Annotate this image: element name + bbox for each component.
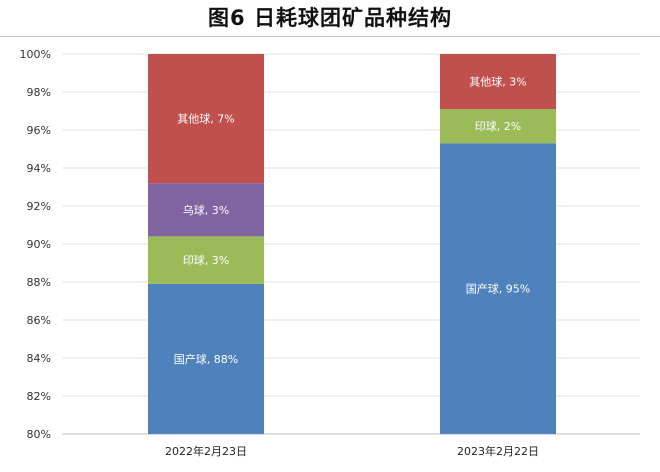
chart-title: 图6 日耗球团矿品种结构 — [208, 6, 452, 30]
title-divider — [0, 36, 660, 37]
data-label: 国产球, 95% — [466, 282, 530, 296]
y-tick-label: 86% — [27, 314, 51, 327]
y-tick-label: 90% — [27, 238, 51, 251]
y-tick-label: 96% — [27, 124, 51, 137]
bar-segment — [148, 183, 264, 237]
bar-segment — [148, 283, 264, 434]
data-label: 其他球, 7% — [177, 112, 234, 126]
y-tick-label: 92% — [27, 200, 51, 213]
bar-segment — [440, 109, 556, 144]
data-label: 国产球, 88% — [174, 352, 238, 366]
y-tick-label: 94% — [27, 162, 51, 175]
y-tick-label: 98% — [27, 86, 51, 99]
data-label: 其他球, 3% — [469, 75, 526, 89]
data-label: 乌球, 3% — [183, 203, 229, 217]
x-category-label: 2022年2月23日 — [165, 444, 247, 458]
y-tick-label: 80% — [27, 428, 51, 441]
x-category-label: 2023年2月22日 — [457, 444, 539, 458]
bar-segment — [440, 54, 556, 110]
data-label: 印球, 3% — [183, 253, 229, 267]
y-tick-label: 88% — [27, 276, 51, 289]
y-axis-ticks: 80% 82% 84% 86% 88% 90% 92% 94% 96% 98% 100% — [20, 48, 51, 441]
data-label: 印球, 2% — [475, 119, 521, 133]
bar-segment — [148, 54, 264, 184]
y-tick-label: 82% — [27, 390, 51, 403]
y-tick-label: 100% — [20, 48, 51, 61]
x-axis-labels: 2022年2月23日 2023年2月22日 — [165, 444, 539, 458]
bars: 国产球, 88% 印球, 3% 乌球, 3% 其他球, 7% 国产球, 95% 印球, 2… — [148, 54, 556, 435]
bar-segment — [440, 143, 556, 435]
y-tick-label: 84% — [27, 352, 51, 365]
bar-segment — [148, 236, 264, 284]
